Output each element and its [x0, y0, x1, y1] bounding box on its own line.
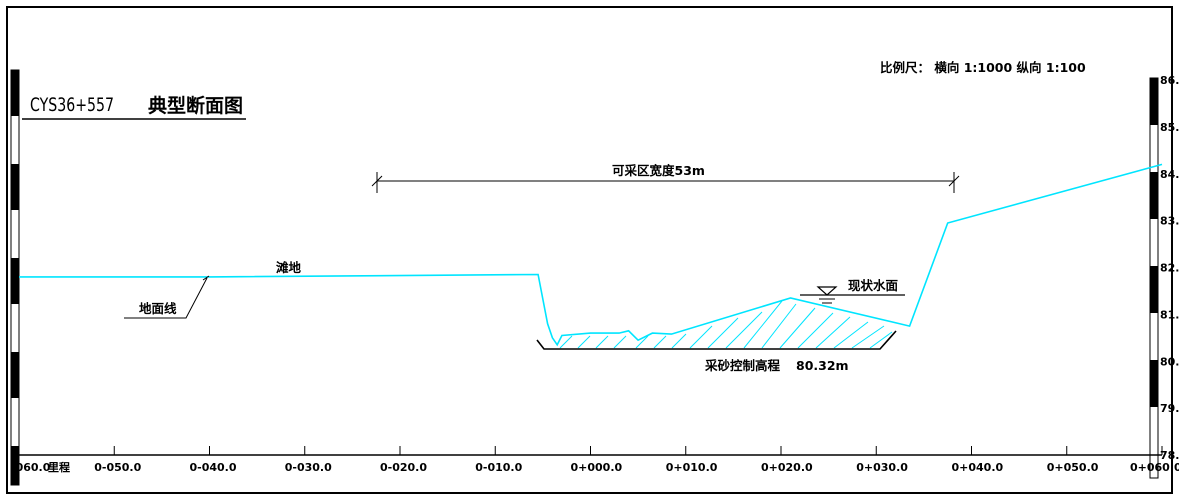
dredge-elevation-label: 采砂控制高程	[704, 358, 781, 373]
elevation-tick-label: 83.0	[1160, 215, 1179, 228]
chainage-tick-label: 0-010.0	[475, 461, 522, 474]
water-level-label: 现状水面	[848, 278, 899, 293]
dredge-bottom-line	[536, 330, 897, 350]
dredge-zone-hatch	[559, 300, 893, 349]
chainage-tick-label: 0+030.0	[856, 461, 908, 474]
mining-width-dimension	[371, 172, 960, 193]
dredge-elevation-value: 80.32m	[796, 358, 849, 373]
elevation-tick-label: 81.0	[1160, 308, 1179, 321]
chainage-caption: 里程	[48, 460, 70, 474]
chainage-tick-label: 0-030.0	[285, 461, 332, 474]
ground-line-leader	[124, 275, 210, 319]
chainage-tick-label: 0+050.0	[1047, 461, 1099, 474]
elevation-tick-label: 85.0	[1160, 121, 1179, 134]
elevation-tick-label: 84.0	[1160, 168, 1179, 181]
mining-width-label: 可采区宽度53m	[612, 163, 705, 178]
floodplain-label: 滩地	[276, 260, 302, 275]
chainage-tick-label: 0-050.0	[94, 461, 141, 474]
chainage-tick-label: -060.0	[11, 461, 51, 474]
elevation-tick-label: 79.0	[1160, 402, 1179, 415]
right-elevation-rod	[1149, 77, 1159, 479]
ground-line-label: 地面线	[139, 301, 177, 316]
chainage-tick-label: 0+000.0	[571, 461, 623, 474]
left-elevation-rod	[10, 69, 20, 486]
chainage-tick-label: 0+060.0	[1130, 461, 1179, 474]
elevation-tick-label: 78.0	[1160, 449, 1179, 462]
chainage-tick-label: 0+010.0	[666, 461, 718, 474]
chainage-tick-label: 0+020.0	[761, 461, 813, 474]
elevation-tick-label: 82.0	[1160, 262, 1179, 275]
section-id: CYS36+557	[30, 94, 114, 116]
chainage-tick-label: 0-020.0	[380, 461, 427, 474]
water-level-symbol	[800, 286, 905, 304]
section-title: 典型断面图	[148, 94, 243, 117]
elevation-tick-label: 80.0	[1160, 355, 1179, 368]
scale-note: 比例尺： 横向 1:1000 纵向 1:100	[880, 60, 1086, 75]
drawing-border	[6, 6, 1173, 494]
chainage-tick-label: 0-040.0	[190, 461, 237, 474]
elevation-tick-label: 86.0	[1160, 74, 1179, 87]
elevation-tick-labels: 78.0 79.0 80.0 81.0 82.0 83.0 84.0 85.0 86.0	[1160, 74, 1179, 462]
chainage-tick-label: 0+040.0	[952, 461, 1004, 474]
ground-profile-line	[19, 163, 1163, 347]
chainage-ticks: -060.0 0-050.0 0-040.0 0-030.0 0-020.0 0-010.…	[11, 446, 1179, 474]
